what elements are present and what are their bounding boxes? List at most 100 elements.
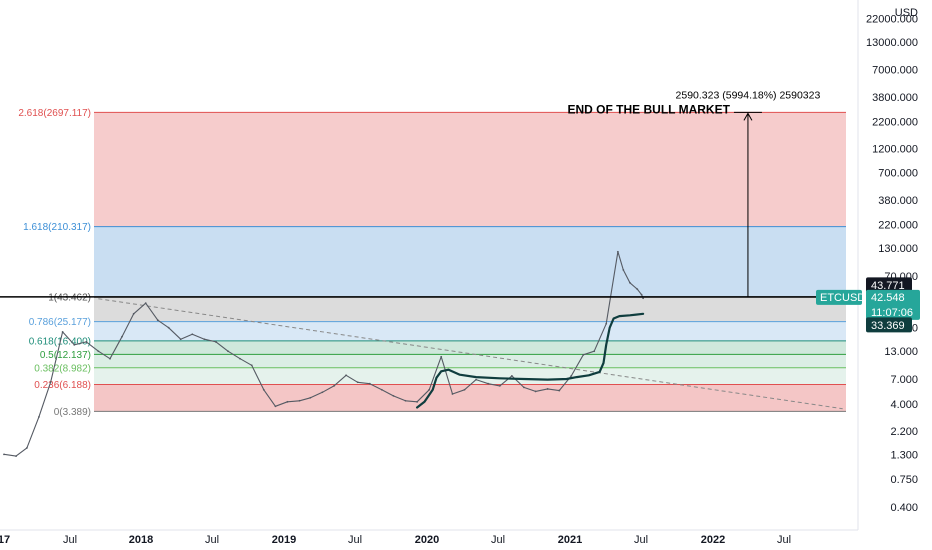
y-tick-label: 0.750 — [890, 474, 918, 486]
price-point — [321, 391, 324, 394]
price-point — [558, 389, 561, 392]
y-tick-label: 130.000 — [878, 243, 918, 255]
fib-zone — [94, 354, 846, 368]
measure-arrow-head — [743, 112, 753, 121]
x-axis-background — [0, 530, 932, 550]
y-axis-background — [858, 0, 932, 550]
x-axis: 17 Jul 2018 Jul 2019 Jul 2020 Jul 2021 Jul 2022 Jul — [0, 529, 932, 550]
y-tick-label: 2.200 — [890, 426, 918, 438]
price-point — [203, 338, 206, 341]
price-point — [309, 396, 312, 399]
price-point — [622, 268, 625, 271]
price-point — [451, 393, 454, 395]
price-point — [274, 405, 277, 408]
y-tick-label: 13000.000 — [866, 37, 918, 49]
x-tick-label: 2020 — [415, 534, 439, 546]
y-tick-label: 7.000 — [890, 374, 918, 386]
x-tick-label: 2021 — [558, 534, 582, 546]
fib-level-label: 0(3.389) — [54, 407, 91, 418]
x-tick-label: Jul — [634, 534, 648, 546]
price-point — [227, 350, 229, 353]
fib-zone — [94, 384, 846, 412]
price-point — [498, 384, 501, 387]
fib-zones — [94, 112, 846, 412]
price-point — [38, 415, 40, 418]
price-point — [392, 394, 395, 397]
fib-level-label: 0.786(25.177) — [29, 317, 91, 328]
price-point — [26, 447, 28, 449]
y-tick-label: 0.400 — [890, 502, 918, 514]
price-point — [215, 341, 217, 343]
x-tick-label: 2022 — [701, 534, 725, 546]
current-price-tag: 42.548 — [871, 292, 905, 304]
price-point — [85, 341, 88, 343]
x-tick-label: Jul — [777, 534, 791, 546]
price-point — [534, 390, 537, 393]
price-point — [487, 382, 490, 385]
price-point — [640, 293, 643, 296]
price-line — [3, 251, 644, 457]
price-point — [510, 374, 513, 377]
x-tick-label: Jul — [63, 534, 77, 546]
price-point — [616, 250, 619, 253]
price-point — [15, 455, 17, 457]
y-tick-label: 220.000 — [878, 220, 918, 232]
price-point — [239, 357, 241, 360]
fib-zone — [94, 297, 846, 322]
low-price-tag-bg — [866, 317, 912, 333]
symbol-tag: ETCUSD — [820, 292, 865, 304]
price-point — [546, 388, 549, 390]
fib-level-label: 2.618(2697.117) — [18, 108, 91, 119]
price-point — [345, 374, 347, 377]
price-point — [167, 326, 170, 329]
high-price-tag-bg — [866, 277, 912, 293]
price-point — [298, 399, 301, 402]
drawn-path — [416, 312, 645, 409]
price-point — [428, 388, 431, 391]
price-point — [97, 350, 100, 353]
fib-zone — [94, 112, 846, 227]
price-point — [49, 381, 52, 384]
y-tick-label: 2200.000 — [872, 116, 918, 128]
price-point — [286, 400, 289, 403]
high-price-tag: 43.771 — [871, 280, 905, 292]
price-point — [440, 355, 443, 358]
price-point — [475, 378, 478, 381]
x-tick-label: Jul — [348, 534, 362, 546]
price-point — [463, 388, 466, 391]
price-point — [582, 353, 585, 356]
price-series — [3, 250, 645, 457]
fib-zone — [94, 340, 846, 355]
price-point — [121, 335, 123, 338]
price-point — [570, 374, 573, 377]
price-point — [380, 388, 383, 391]
price-point — [636, 288, 639, 291]
fib-labels: 2.618(2697.117) 1.618(210.317) 1(43.462) 0.… — [18, 108, 91, 418]
fib-zone — [94, 226, 846, 298]
fib-level-label: 0.236(6.188) — [34, 380, 91, 391]
x-tick-label: 17 — [0, 534, 10, 546]
y-tick-label: 1200.000 — [872, 144, 918, 156]
y-tick-label: 22000.000 — [866, 13, 918, 25]
price-point — [404, 399, 407, 402]
symbol-tag-bg — [816, 289, 862, 305]
fib-level-label: 0.5(12.137) — [40, 350, 91, 361]
fib-level-label: 1(43.462) — [48, 293, 91, 304]
price-point — [262, 388, 265, 391]
low-price-tag: 33.369 — [871, 320, 905, 332]
projected-path — [416, 312, 645, 409]
price-point — [109, 357, 111, 360]
y-tick-label: 13.000 — [884, 346, 918, 358]
price-point — [179, 338, 182, 341]
fib-zone — [94, 321, 846, 341]
y-axis: 22000.000 13000.000 7000.000 3800.000 2200.0… — [857, 0, 932, 550]
y-axis-currency: USD — [895, 7, 918, 19]
fib-level-label: 0.382(8.982) — [34, 363, 91, 374]
price-point — [605, 322, 608, 325]
current-price-tag-bg — [866, 289, 920, 320]
price-point — [144, 302, 147, 305]
price-point — [61, 331, 64, 333]
